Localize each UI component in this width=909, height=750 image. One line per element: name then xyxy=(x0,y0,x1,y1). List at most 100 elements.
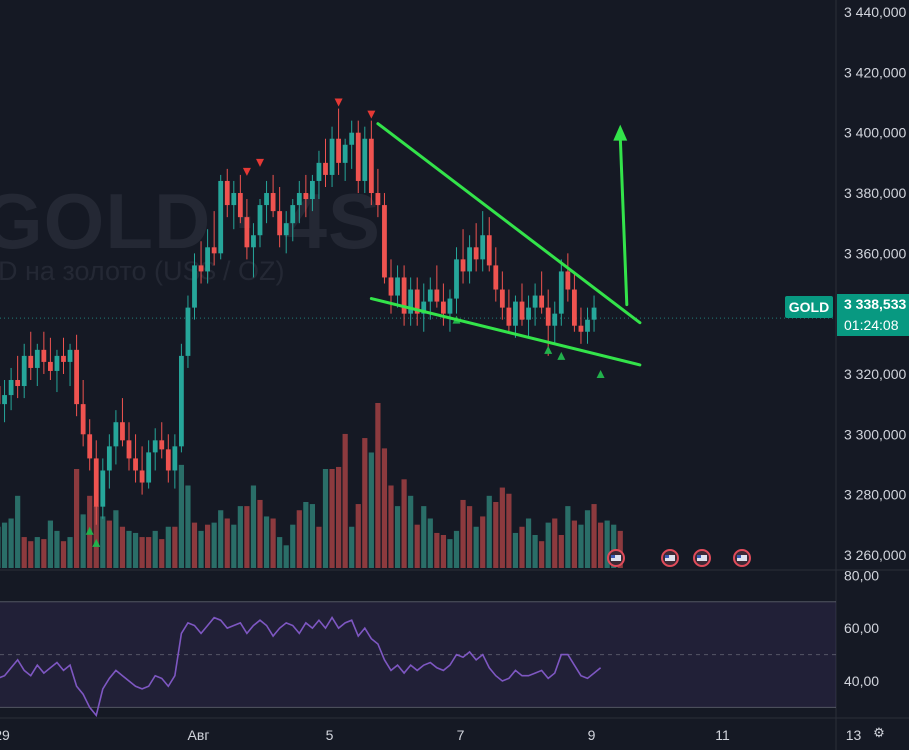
candle-body xyxy=(513,301,518,326)
candle-body xyxy=(526,307,531,320)
candle-body xyxy=(591,307,597,320)
volume-bar xyxy=(257,499,263,568)
event-flag-canton xyxy=(665,555,669,558)
volume-bar xyxy=(611,524,617,568)
volume-bar xyxy=(440,535,446,568)
volume-bar xyxy=(578,524,584,568)
rsi-line xyxy=(0,616,602,718)
breakout-arrow-head xyxy=(613,124,628,141)
rsi-axis-tick: 60,00 xyxy=(844,620,879,636)
rsi-pane: 80,00 60,00 40,00 xyxy=(0,567,879,718)
volume-bar xyxy=(336,466,342,568)
candle-body xyxy=(146,452,152,483)
volume-bar xyxy=(473,526,479,568)
event-flag-canton xyxy=(697,555,701,558)
volume-bar xyxy=(349,526,355,568)
volume-bar xyxy=(93,506,99,568)
volume-bar xyxy=(558,535,564,568)
candle-body xyxy=(283,223,289,236)
candle-body xyxy=(185,307,191,356)
settings-gear-icon[interactable]: ⚙ xyxy=(873,725,885,740)
candle-body xyxy=(323,162,328,175)
volume-bar xyxy=(368,452,374,568)
candle-body xyxy=(61,355,66,362)
candle-body xyxy=(578,325,584,332)
candle-body xyxy=(192,265,197,308)
time-axis-tick: Авг xyxy=(188,727,210,743)
candle-body xyxy=(133,458,138,471)
candle-body xyxy=(329,138,335,175)
candle-body xyxy=(257,205,263,236)
trendline xyxy=(376,122,642,325)
volume-bar xyxy=(159,539,165,568)
candle-body xyxy=(198,265,204,272)
volume-bar xyxy=(263,516,270,568)
candle-body xyxy=(205,247,210,272)
candle-body xyxy=(408,289,414,314)
volume-bar xyxy=(28,541,34,568)
candle-body xyxy=(368,138,374,194)
volume-bar xyxy=(67,537,73,568)
economic-events-row xyxy=(607,549,751,567)
buy-signal-marker xyxy=(557,351,566,360)
volume-bar xyxy=(152,530,158,568)
price-axis-tick: 3 380,000 xyxy=(844,185,906,201)
candle-body xyxy=(172,446,178,471)
price-axis-tick: 3 260,000 xyxy=(844,547,906,563)
volume-bar xyxy=(178,464,184,568)
volume-bar xyxy=(54,530,60,568)
volume-histogram xyxy=(0,403,623,568)
volume-bar xyxy=(231,524,237,568)
candle-body xyxy=(447,298,453,314)
candle-body xyxy=(506,307,512,326)
candle-body xyxy=(434,289,440,302)
volume-bar xyxy=(224,518,230,568)
candle-body xyxy=(585,319,590,332)
volume-bar xyxy=(165,526,171,568)
last-price-value: 3 338,533 xyxy=(844,296,907,312)
volume-bar xyxy=(41,539,47,568)
candle-body xyxy=(165,449,171,471)
event-flag-stripes xyxy=(737,555,747,561)
price-axis-tick: 3 320,000 xyxy=(844,366,906,382)
candle-body xyxy=(28,355,34,368)
candle-body xyxy=(87,434,93,459)
candle-body xyxy=(467,247,472,272)
volume-bar xyxy=(270,518,276,568)
volume-bar xyxy=(532,535,538,568)
volume-bar xyxy=(8,518,14,568)
volume-bar xyxy=(434,532,440,568)
volume-bar xyxy=(322,469,329,568)
rsi-axis-tick: 80,00 xyxy=(844,567,879,583)
candle-body xyxy=(421,301,427,314)
time-axis: 29Авг57911131517192123252 xyxy=(0,727,861,743)
candle-body xyxy=(316,162,322,181)
candle-body xyxy=(414,289,420,314)
buy-signal-marker xyxy=(544,345,553,354)
candle-body xyxy=(251,235,256,248)
candle-body xyxy=(113,422,119,447)
volume-bar xyxy=(447,539,453,568)
trendline-drawings xyxy=(369,122,642,367)
volume-bar xyxy=(427,518,433,568)
volume-bar xyxy=(290,524,296,568)
volume-bar xyxy=(283,545,289,568)
candle-body xyxy=(572,289,577,326)
candle-body xyxy=(473,247,479,260)
volume-bar xyxy=(591,504,597,568)
volume-bar xyxy=(191,522,198,568)
sell-signal-marker xyxy=(367,110,376,119)
event-flag-icon xyxy=(733,549,751,567)
price-axis-tick: 3 440,000 xyxy=(844,4,906,20)
volume-bar xyxy=(0,526,1,568)
volume-bar xyxy=(21,537,27,568)
candle-body xyxy=(558,271,564,314)
candle-body xyxy=(106,446,112,471)
volume-bar xyxy=(329,469,335,568)
candle-body xyxy=(395,277,400,296)
candle-body xyxy=(336,138,341,163)
volume-bar xyxy=(106,520,112,568)
candle-body xyxy=(224,180,230,206)
